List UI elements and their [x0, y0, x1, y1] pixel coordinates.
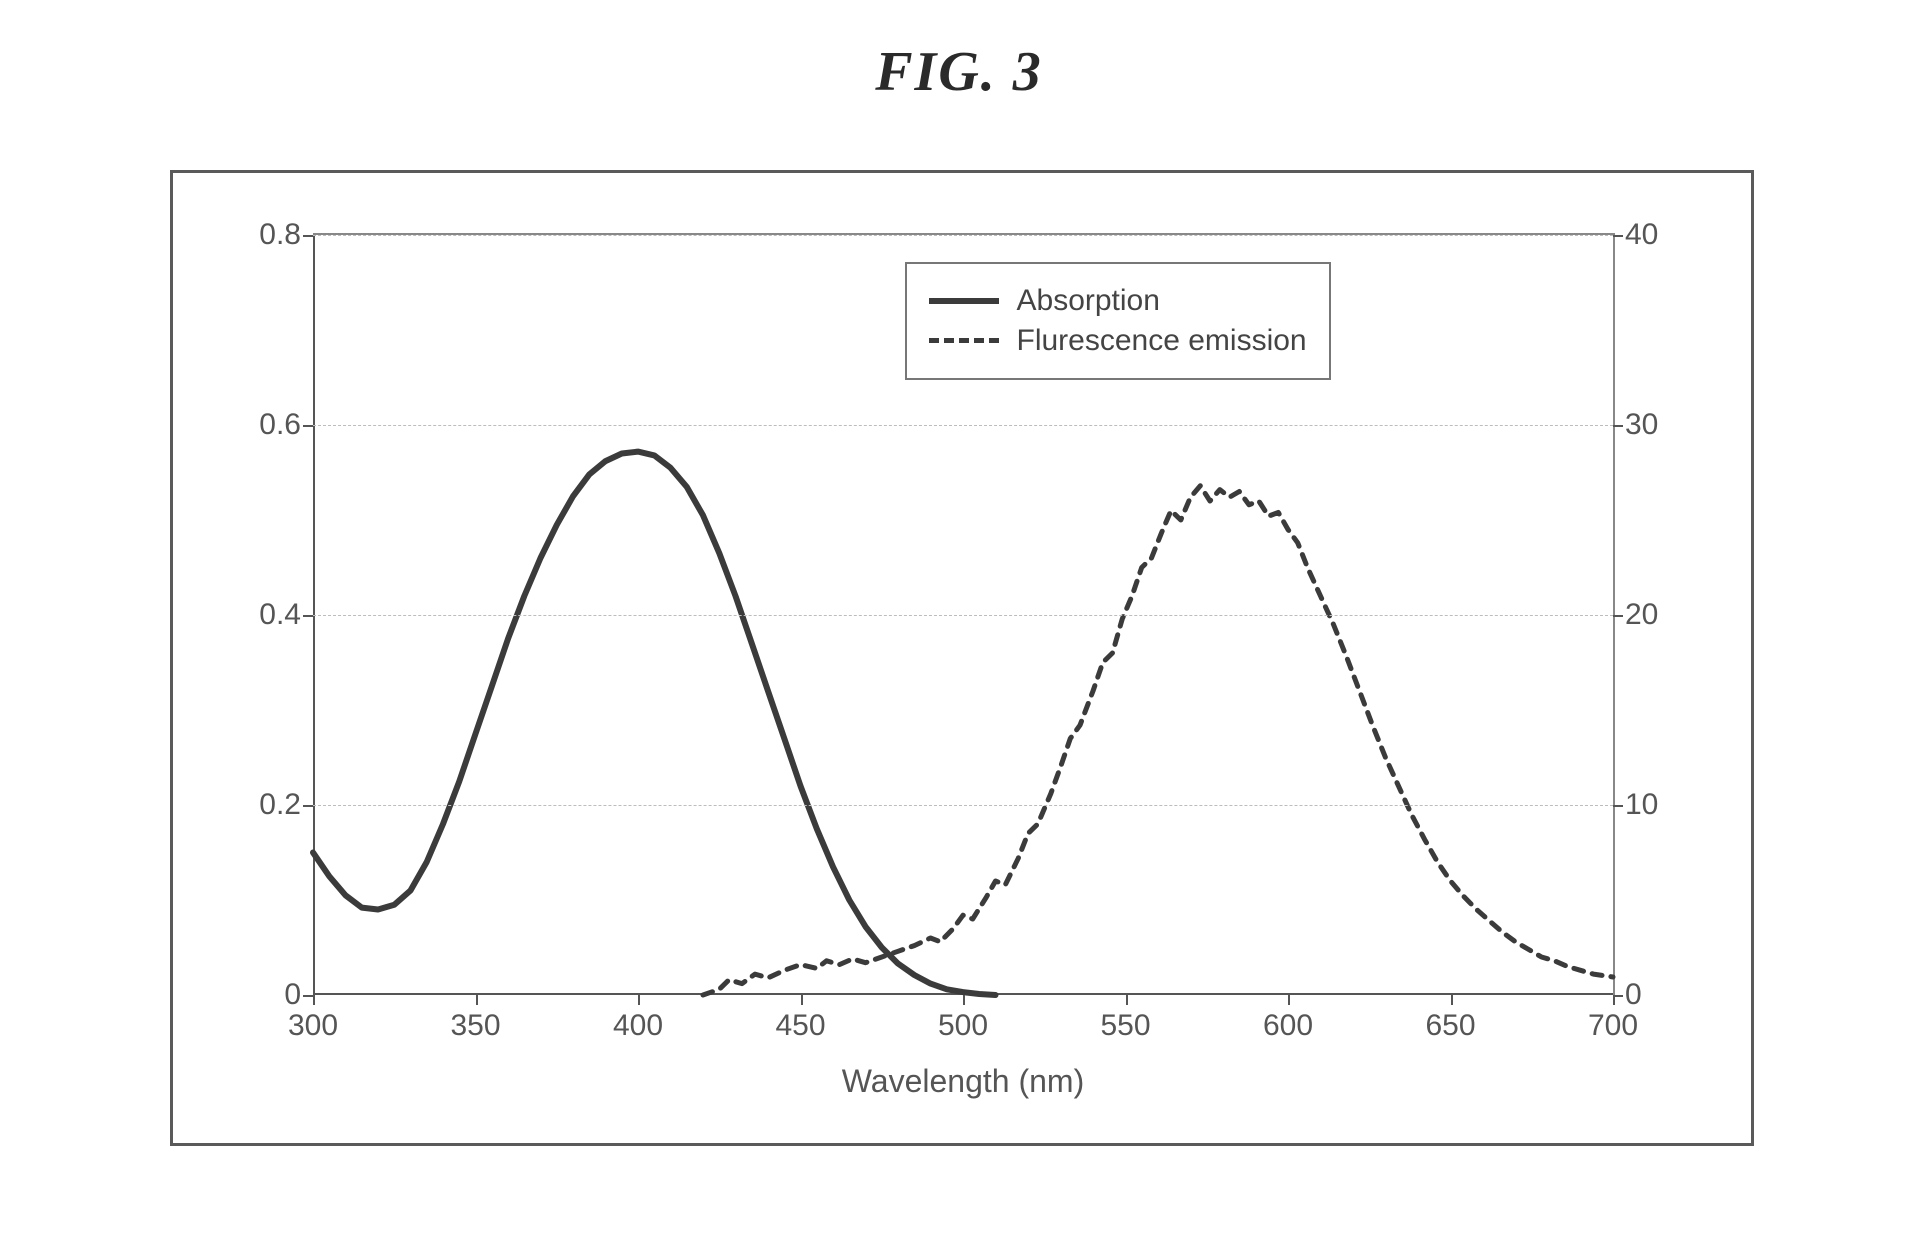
y-tick-mark-right	[1613, 805, 1623, 807]
legend: Absorption Flurescence emission	[905, 262, 1331, 380]
gridline	[313, 805, 1613, 806]
x-tick-mark	[1613, 995, 1615, 1005]
y-tick-mark-right	[1613, 615, 1623, 617]
legend-label: Flurescence emission	[1017, 324, 1307, 358]
figure-title: FIG. 3	[0, 40, 1918, 104]
y-tick-mark-left	[303, 425, 313, 427]
plot-border: 00.20.40.60.8010203040300350400450500550…	[313, 233, 1615, 995]
y-tick-mark-right	[1613, 235, 1623, 237]
legend-swatch	[929, 298, 999, 304]
series-absorption	[313, 452, 996, 995]
gridline	[313, 235, 1613, 236]
legend-item: Flurescence emission	[929, 324, 1307, 358]
series-flurescence-emission	[703, 486, 1613, 995]
x-axis-label: Wavelength (nm)	[313, 993, 1613, 1100]
y-tick-mark-right	[1613, 425, 1623, 427]
gridline	[313, 615, 1613, 616]
legend-item: Absorption	[929, 284, 1307, 318]
y-tick-mark-left	[303, 235, 313, 237]
page: FIG. 3 00.20.40.60.801020304030035040045…	[0, 0, 1918, 1256]
gridline	[313, 425, 1613, 426]
y-tick-mark-left	[303, 805, 313, 807]
chart-outer-frame: 00.20.40.60.8010203040300350400450500550…	[170, 170, 1754, 1146]
plot-area: 00.20.40.60.8010203040300350400450500550…	[313, 233, 1613, 993]
y-tick-mark-left	[303, 615, 313, 617]
legend-label: Absorption	[1017, 284, 1160, 318]
legend-swatch	[929, 338, 999, 343]
